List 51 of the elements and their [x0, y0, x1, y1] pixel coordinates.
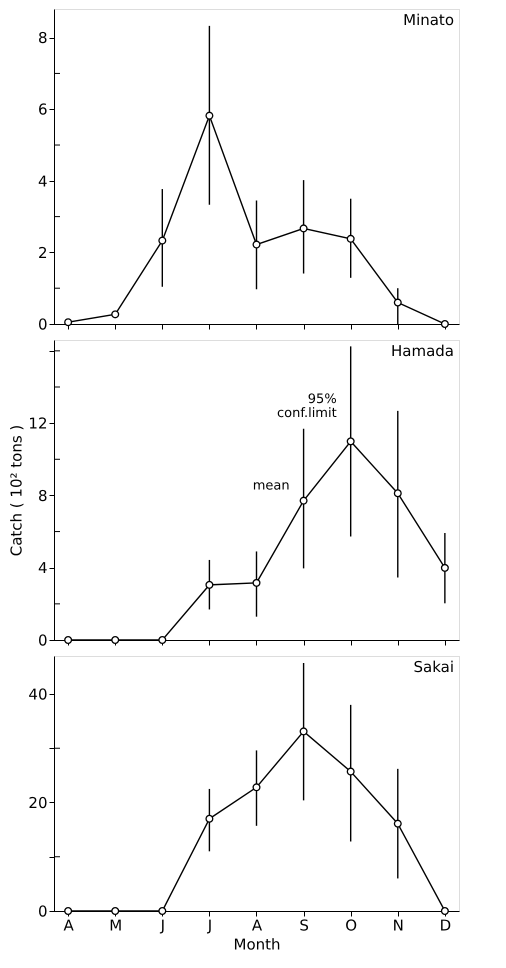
x-tick-label: N — [392, 916, 404, 934]
y-tick-label: 2 — [38, 244, 48, 262]
x-tick-label: S — [299, 916, 309, 934]
y-tick-label: 8 — [38, 486, 48, 505]
y-tick-label: 0 — [38, 902, 48, 920]
y-tick-label: 0 — [38, 316, 48, 334]
point — [205, 814, 214, 823]
x-tick-label: J — [160, 916, 166, 934]
annotation: 95% conf.limit — [276, 392, 337, 422]
point — [252, 578, 261, 587]
x-tick-label: D — [440, 916, 452, 934]
point — [205, 580, 214, 589]
point — [394, 298, 402, 307]
point — [300, 496, 308, 505]
x-tick-label: A — [252, 916, 263, 934]
x-tick-label: J — [206, 916, 212, 934]
point — [111, 310, 120, 318]
chart-title: Minato — [403, 11, 454, 29]
y-axis-title: Catch ( 10² tons ) — [7, 424, 26, 556]
point — [300, 727, 308, 736]
x-tick-label: M — [109, 916, 122, 934]
y-tick-label: 0 — [38, 632, 48, 650]
point — [346, 234, 355, 243]
point — [394, 489, 402, 498]
y-tick-label: 8 — [38, 29, 48, 48]
y-tick-label: 40 — [28, 685, 48, 704]
point — [158, 636, 166, 644]
x-tick-label: O — [345, 916, 358, 934]
y-tick-label: 20 — [28, 794, 48, 812]
point — [64, 318, 72, 326]
x-axis-title: Month — [233, 936, 281, 954]
y-tick-label: 4 — [38, 172, 48, 190]
point — [158, 236, 166, 245]
y-tick-label: 6 — [38, 100, 48, 119]
annotation: mean — [252, 478, 290, 494]
chart-title: Hamada — [391, 342, 454, 360]
point — [346, 437, 355, 446]
point — [394, 820, 402, 828]
point — [300, 224, 308, 232]
point — [346, 768, 355, 776]
x-tick-label: A — [63, 916, 74, 934]
point — [440, 564, 449, 572]
chart-title: Sakai — [414, 658, 454, 676]
point — [252, 240, 261, 249]
point — [111, 636, 120, 644]
point — [111, 907, 120, 915]
point — [252, 783, 261, 792]
y-tick-label: 4 — [38, 559, 48, 578]
y-tick-label: 12 — [28, 414, 48, 433]
point — [205, 112, 214, 120]
point — [158, 907, 166, 915]
